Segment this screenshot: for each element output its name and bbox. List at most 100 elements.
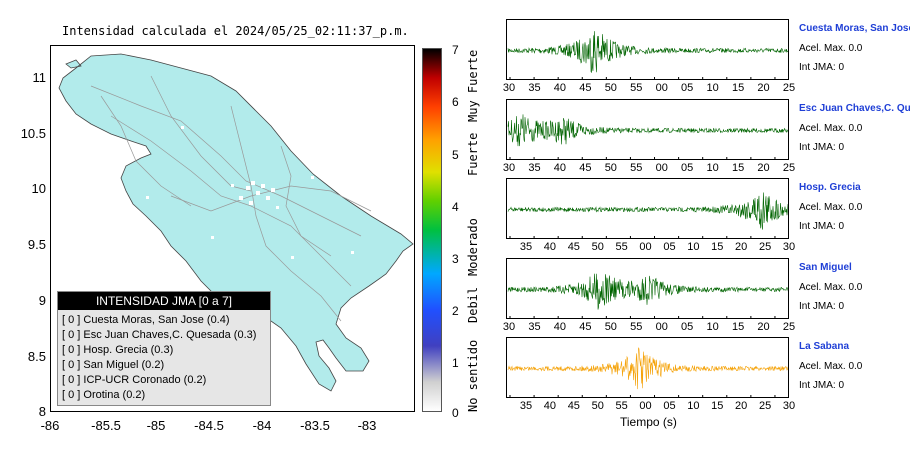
trace-tick-label: 45 [567,241,580,253]
trace-tick-label: 40 [543,400,557,412]
trace-tick-label: 50 [604,82,617,94]
trace-tick-label: 55 [630,82,643,94]
seismogram-svg [507,114,788,159]
map-ytick: 9 [38,293,46,308]
trace-tick-label: 25 [782,162,796,174]
trace-tick-label: 30 [502,162,516,174]
colorbar-tick: 1 [452,356,459,370]
trace-tick-label: 30 [782,400,796,412]
map-ytick: 8.5 [27,349,46,364]
trace-tick-label: 20 [735,241,748,253]
station-name[interactable]: Hosp. Grecia [799,182,861,193]
trace-tick-label: 15 [711,400,724,412]
map-xtick: -86 [40,418,60,433]
map-xtick: -83 [357,418,377,433]
trace-tick-label: 05 [681,82,694,94]
station-int-jma: Int JMA: 0 [799,380,845,391]
legend-row: [ 0 ] ICP-UCR Coronado (0.2) [62,374,207,386]
seismogram-waveform [507,114,788,147]
colorbar-tick: 0 [452,406,459,420]
trace-tick-label: 55 [615,400,628,412]
legend-row: [ 0 ] Orotina (0.2) [62,389,146,401]
station-acel-max: Acel. Max. 0.0 [799,202,863,213]
trace-tick-label: 35 [528,82,541,94]
trace-panel [506,178,789,239]
trace-tick-label: 55 [630,162,643,174]
station-name[interactable]: Esc Juan Chaves,C. Quesada [799,103,910,114]
colorbar-tick: 6 [452,95,459,109]
road-network [90,75,372,322]
seismogram-svg [507,192,788,238]
trace-tick-label: 10 [706,321,719,333]
map-xtick: -84 [252,418,272,433]
seismogram-waveform [507,273,788,310]
legend-row: [ 0 ] Cuesta Moras, San Jose (0.4) [62,314,230,326]
seismogram-waveform [507,31,788,73]
colorbar-category: Muy Fuerte [466,49,480,122]
station-name[interactable]: Cuesta Moras, San Jose [799,23,910,34]
intensity-legend: INTENSIDAD JMA [0 a 7] [ 0 ] Cuesta Mora… [57,291,271,406]
map-ytick: 10.5 [20,126,46,141]
trace-tick-label: 40 [553,321,567,333]
trace-tick-label: 30 [502,321,516,333]
trace-tick-label: 05 [681,162,694,174]
trace-tick-label: 30 [782,241,796,253]
trace-tick-label: 55 [615,241,628,253]
trace-tick-label: 00 [655,82,668,94]
station-acel-max: Acel. Max. 0.0 [799,43,863,54]
station-name[interactable]: La Sabana [799,341,850,352]
trace-tick-label: 00 [639,400,652,412]
trace-tick-label: 35 [528,321,541,333]
station-markers [146,126,354,259]
legend-row: [ 0 ] Esc Juan Chaves,C. Quesada (0.3) [62,329,257,341]
trace-tick-label: 00 [655,321,668,333]
legend-row: [ 0 ] San Miguel (0.2) [62,359,165,371]
time-axis-label: Tiempo (s) [620,415,677,429]
colorbar-tick: 2 [452,304,459,318]
trace-tick-label: 05 [663,400,676,412]
map-xtick: -85 [146,418,166,433]
trace-tick-label: 25 [758,400,772,412]
seismogram-svg [507,31,788,79]
trace-tick-label: 20 [735,400,748,412]
trace-panel [506,19,789,80]
station-int-jma: Int JMA: 0 [799,62,845,73]
trace-tick-label: 45 [579,82,592,94]
map-ytick: 10 [31,181,46,196]
trace-tick-label: 35 [519,400,533,412]
trace-tick-label: 45 [579,321,592,333]
intensity-colorbar [422,48,442,412]
map-xtick: -83.5 [300,418,330,433]
map-ytick: 8 [38,404,46,419]
station-name[interactable]: San Miguel [799,262,852,273]
trace-panel [506,99,789,160]
trace-tick-label: 25 [782,321,796,333]
seismogram-waveform [507,347,788,390]
station-acel-max: Acel. Max. 0.0 [799,282,863,293]
map-xtick: -84.5 [194,418,224,433]
seismogram-svg [507,273,788,318]
map-xtick: -85.5 [91,418,121,433]
trace-tick-label: 10 [687,400,700,412]
trace-tick-label: 00 [639,241,652,253]
trace-tick-label: 35 [528,162,541,174]
trace-tick-label: 50 [604,162,617,174]
trace-tick-label: 45 [579,162,592,174]
trace-tick-label: 50 [591,241,604,253]
colorbar-tick: 5 [452,148,459,162]
colorbar-category: Debil [466,286,480,323]
colorbar-category: Fuerte [466,132,480,176]
station-acel-max: Acel. Max. 0.0 [799,123,863,134]
trace-tick-label: 50 [591,400,604,412]
trace-tick-label: 40 [543,241,557,253]
trace-tick-label: 05 [681,321,694,333]
station-int-jma: Int JMA: 0 [799,221,845,232]
colorbar-tick: 3 [452,252,459,266]
trace-tick-label: 25 [758,241,772,253]
seismogram-svg [507,347,788,397]
map-ytick: 9.5 [27,237,46,252]
trace-tick-label: 45 [567,400,580,412]
station-int-jma: Int JMA: 0 [799,301,845,312]
colorbar-category: No sentido [466,339,480,412]
colorbar-tick: 7 [452,43,459,57]
